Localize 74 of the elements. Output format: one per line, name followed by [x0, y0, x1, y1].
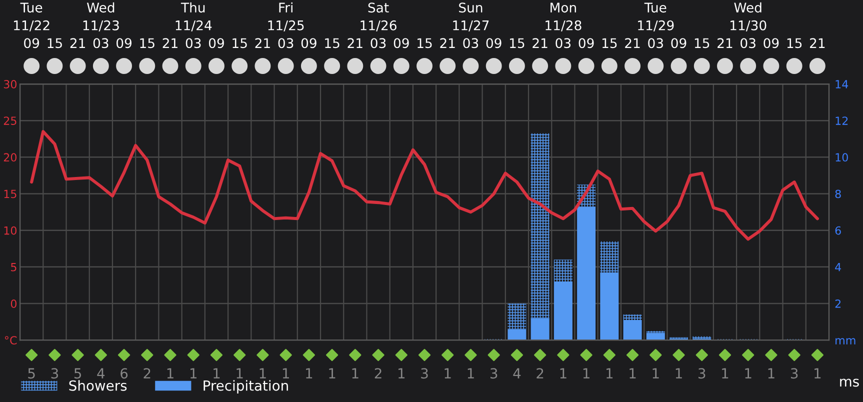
x-tick-label: 6 — [120, 368, 128, 379]
x-tick-label: 1 — [630, 368, 636, 378]
x-tick-label: 3 — [51, 368, 58, 379]
x2-tick-label: 21 — [625, 38, 640, 48]
x2-tick-label: 21 — [255, 38, 270, 48]
x-tick-label: 3 — [790, 368, 798, 379]
x2-tick-label: 15 — [418, 38, 432, 48]
x2-tick-label: 15 — [325, 38, 340, 48]
x-tick-label: 1 — [583, 368, 590, 378]
y-tick-label: 0 — [10, 299, 17, 308]
x-tick-label: 1 — [329, 368, 336, 378]
x2-tick-label: 15 — [694, 38, 710, 48]
x2-tick-label: 21 — [70, 38, 85, 48]
y-tick-label: 25 — [4, 116, 16, 125]
y2-tick-label: 8 — [835, 190, 841, 198]
x-tick-label: 1 — [398, 368, 405, 378]
x-tick-label: 1 — [768, 368, 774, 378]
x-tick-label: 1 — [652, 368, 659, 378]
x2-tick-label: 21 — [718, 38, 732, 48]
x-tick-label: 2 — [536, 368, 544, 378]
x2-tick-label: 21 — [440, 38, 455, 48]
x-tick-label: 1 — [352, 368, 358, 378]
x-tick-label: 1 — [167, 368, 174, 378]
x2-tick-label: 15 — [48, 38, 62, 48]
x-tick-label: 2 — [144, 368, 150, 378]
x-tick-label: 5 — [74, 368, 82, 379]
x2-tick-label: 21 — [810, 38, 825, 48]
y2-tick-label: 14 — [836, 80, 848, 88]
y2-tick-label: 10 — [836, 153, 848, 162]
x-tick-label: 1 — [814, 368, 821, 378]
x-tick-label: 5 — [28, 368, 35, 379]
y-tick-label: °C — [4, 336, 17, 344]
x2-tick-label: 21 — [532, 38, 548, 48]
x2-tick-label: 15 — [232, 38, 247, 48]
x2-tick-label: 15 — [140, 38, 154, 48]
x-tick-label: 3 — [490, 368, 498, 379]
x2-tick-label: 21 — [162, 38, 178, 48]
y2-tick-label: 2 — [835, 299, 841, 308]
x-tick-label: 2 — [374, 368, 382, 378]
y2-tick-label: 6 — [835, 226, 841, 235]
x-tick-label: 1 — [468, 368, 474, 378]
x-tick-label: 1 — [560, 368, 566, 378]
x-tick-label: 4 — [97, 368, 105, 378]
x-tick-label: 1 — [260, 368, 266, 378]
x-tick-label: 1 — [745, 368, 752, 378]
x-tick-label: 1 — [190, 368, 197, 378]
x-tick-label: 1 — [214, 368, 220, 378]
y2-tick-label: 4 — [835, 263, 841, 272]
legend-label: Precipitation — [204, 380, 288, 394]
x2-tick-label: 15 — [787, 38, 802, 48]
y2-tick-label: mm — [836, 338, 856, 344]
x-tick-label: 1 — [444, 368, 451, 378]
y-tick-label: 10 — [4, 226, 17, 235]
x2-tick-label: 15 — [510, 38, 524, 48]
x-tick-label: 1 — [676, 368, 682, 378]
x2-tick-label: 21 — [348, 38, 362, 48]
x-tick-label: 1 — [282, 368, 289, 378]
x-tick-label: 1 — [306, 368, 312, 378]
y-tick-label: 30 — [4, 80, 17, 88]
x-tick-label: 1 — [236, 368, 243, 378]
x-tick-label: 1 — [722, 368, 728, 378]
x2-tick-label: 09 — [116, 38, 132, 48]
x-axis-title: ms — [840, 378, 859, 387]
x-tick-label: 1 — [606, 368, 613, 378]
x-tick-label: 4 — [513, 368, 521, 378]
y2-tick-label: 12 — [836, 116, 848, 125]
legend-label: Showers — [69, 380, 127, 391]
y-tick-label: 20 — [4, 153, 17, 162]
y-tick-label: 5 — [11, 263, 16, 272]
x2-tick-label: 09 — [301, 38, 316, 48]
x-tick-label: 3 — [421, 368, 428, 379]
x2-tick-label: 15 — [602, 38, 617, 48]
y-tick-label: 15 — [4, 190, 16, 198]
x-tick-label: 3 — [698, 368, 706, 379]
